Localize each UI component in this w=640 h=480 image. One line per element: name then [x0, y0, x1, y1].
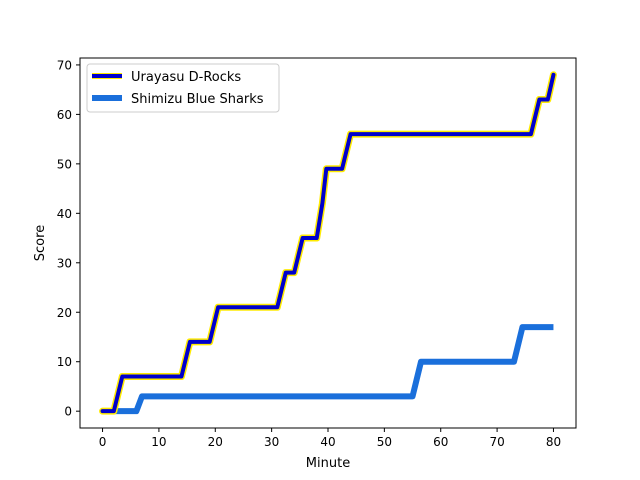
- legend-label-1: Shimizu Blue Sharks: [131, 92, 264, 107]
- legend: Urayasu D-Rocks Shimizu Blue Sharks: [86, 63, 280, 113]
- y-tick-label-4: 40: [57, 207, 72, 221]
- y-tick-label-7: 70: [57, 58, 72, 72]
- x-tick-label-3: 30: [264, 435, 279, 449]
- y-tick-label-1: 10: [57, 355, 72, 369]
- x-tick-label-1: 10: [151, 435, 166, 449]
- y-tick-label-5: 50: [57, 157, 72, 171]
- y-tick-label-3: 30: [57, 256, 72, 270]
- y-axis: 0 10 20 30 40 50 60 70: [57, 58, 80, 419]
- y-tick-label-2: 20: [57, 306, 72, 320]
- plot-area: [99, 71, 557, 415]
- series-line-0: [100, 72, 556, 414]
- x-tick-label-2: 20: [208, 435, 223, 449]
- x-tick-label-4: 40: [320, 435, 335, 449]
- y-tick-label-6: 60: [57, 108, 72, 122]
- x-axis-label: Minute: [306, 456, 350, 471]
- x-axis: 0 10 20 30 40 50 60 70 80: [99, 428, 561, 449]
- x-tick-label-7: 70: [489, 435, 504, 449]
- y-axis-label: Score: [33, 225, 48, 261]
- x-tick-label-5: 50: [377, 435, 392, 449]
- x-tick-label-6: 60: [433, 435, 448, 449]
- legend-box: [86, 63, 280, 113]
- x-tick-label-0: 0: [99, 435, 107, 449]
- series-line-1: [102, 324, 554, 415]
- y-tick-label-0: 0: [64, 405, 72, 419]
- legend-label-0: Urayasu D-Rocks: [131, 70, 241, 85]
- x-tick-label-8: 80: [546, 435, 561, 449]
